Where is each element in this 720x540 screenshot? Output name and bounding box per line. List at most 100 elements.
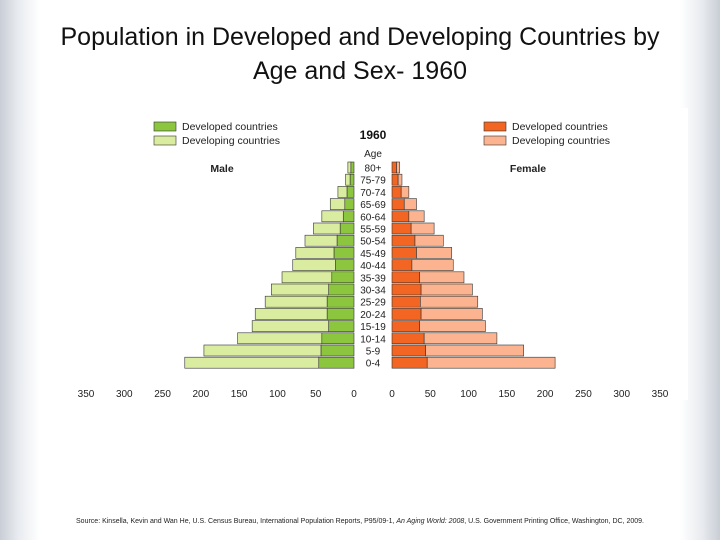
bar-male-developing (237, 332, 323, 345)
age-group-label: 55-59 (360, 225, 386, 236)
bar-female-developing (414, 234, 444, 247)
bar-male-developing (184, 356, 320, 369)
bar-female-developing (416, 247, 453, 259)
age-group-label: 45-49 (360, 249, 386, 260)
bar-male-developed (344, 198, 355, 210)
bar-female-developed (391, 271, 420, 284)
bar-male-developed (346, 186, 355, 198)
x-tick-label-male: 200 (193, 389, 210, 400)
bar-female-developing (410, 222, 435, 235)
age-group-label: 30-34 (360, 286, 386, 297)
bar-female-developed (391, 222, 412, 235)
bar-male-developed (350, 161, 355, 174)
source-italic: An Aging World: 2008 (396, 518, 465, 525)
bar-male-developing (347, 161, 352, 174)
source-prefix: Source: Kinsella, Kevin and Wan He, U.S.… (76, 518, 395, 525)
age-group-label: 80+ (365, 164, 382, 175)
bar-female-developing (426, 356, 556, 369)
x-tick-label-female: 50 (425, 389, 437, 400)
x-tick-label-male: 300 (116, 389, 133, 400)
bar-female-developed (391, 283, 422, 296)
title-line-2: Age and Sex- 1960 (252, 57, 468, 85)
age-group-label: 40-44 (360, 261, 386, 272)
bar-male-developed (342, 210, 355, 223)
age-group-label: 50-54 (360, 237, 386, 248)
bar-female-developed (391, 210, 410, 223)
title-line-1: Population in Developed and Developing C… (60, 23, 660, 51)
bar-male-developed (320, 344, 355, 357)
bar-male-developing (281, 271, 333, 284)
age-group-label: 0-4 (366, 359, 381, 370)
bar-female-developed (391, 295, 421, 308)
x-tick-label-male: 50 (310, 389, 322, 400)
legend-swatch-male-developed (153, 121, 177, 132)
bar-male-developing (295, 247, 335, 259)
bar-male-developing (264, 295, 328, 308)
x-tick-label-male: 250 (154, 389, 171, 400)
bar-male-developed (336, 234, 355, 247)
bar-female-developed (391, 308, 422, 320)
x-tick-label-female: 200 (537, 389, 554, 400)
bar-male-developing (337, 186, 348, 198)
bar-male-developing (292, 259, 336, 271)
bar-male-developing (345, 173, 351, 186)
bar-male-developed (335, 259, 355, 271)
bar-male-developing (271, 283, 330, 296)
bar-male-developing (313, 222, 341, 235)
source-citation: Source: Kinsella, Kevin and Wan He, U.S.… (0, 518, 720, 525)
bar-male-developed (333, 247, 355, 259)
chart-title: 1960 (360, 128, 387, 142)
legend-swatch-female-developed (483, 121, 507, 132)
bar-male-developed (349, 173, 355, 186)
x-tick-label-female: 0 (389, 389, 395, 400)
legend-label-female-developing: Developing countries (512, 135, 610, 147)
bar-female-developed (391, 186, 402, 198)
bar-female-developing (403, 198, 417, 210)
legend-label-male-developed: Developed countries (182, 121, 278, 133)
bar-male-developing (321, 210, 344, 223)
age-group-label: 70-74 (360, 188, 386, 199)
x-tick-label-male: 150 (231, 389, 248, 400)
x-tick-label-female: 150 (499, 389, 516, 400)
bar-male-developed (326, 308, 355, 320)
source-suffix: , U.S. Government Printing Office, Washi… (464, 518, 644, 525)
bar-male-developing (329, 198, 346, 210)
bar-female-developing (425, 344, 525, 357)
bar-female-developed (391, 320, 420, 332)
female-label: Female (510, 163, 546, 175)
bar-female-developing (400, 186, 410, 198)
slide-title: Population in Developed and Developing C… (30, 20, 690, 88)
bar-female-developed (391, 161, 397, 174)
legend-swatch-male-developing (153, 135, 177, 146)
bar-female-developing (420, 308, 483, 320)
bar-male-developing (254, 308, 328, 320)
bar-female-developed (391, 247, 417, 259)
bar-male-developed (321, 332, 355, 345)
age-group-label: 15-19 (360, 322, 386, 333)
age-group-label: 20-24 (360, 310, 386, 321)
bar-female-developed (391, 259, 413, 271)
male-label: Male (210, 163, 234, 175)
bar-male-developed (328, 320, 355, 332)
bar-male-developed (331, 271, 355, 284)
bar-female-developed (391, 234, 416, 247)
x-tick-label-male: 0 (351, 389, 357, 400)
x-tick-label-female: 350 (652, 389, 669, 400)
age-axis-label: Age (364, 149, 382, 160)
x-tick-label-female: 100 (460, 389, 477, 400)
bar-female-developing (420, 283, 473, 296)
bar-female-developing (420, 295, 479, 308)
x-tick-label-male: 350 (78, 389, 95, 400)
bar-female-developing (396, 161, 400, 174)
bar-female-developed (391, 173, 399, 186)
legend-swatch-female-developing (483, 135, 507, 146)
x-tick-label-female: 300 (613, 389, 630, 400)
population-pyramid-chart: Developed countries Developing countries D… (72, 108, 688, 400)
bar-female-developing (419, 320, 486, 332)
bar-male-developed (318, 356, 355, 369)
age-group-label: 25-29 (360, 298, 386, 309)
age-group-label: 75-79 (360, 176, 386, 187)
bar-female-developed (391, 356, 428, 369)
legend-label-male-developing: Developing countries (182, 135, 280, 147)
bar-female-developing (419, 271, 465, 284)
